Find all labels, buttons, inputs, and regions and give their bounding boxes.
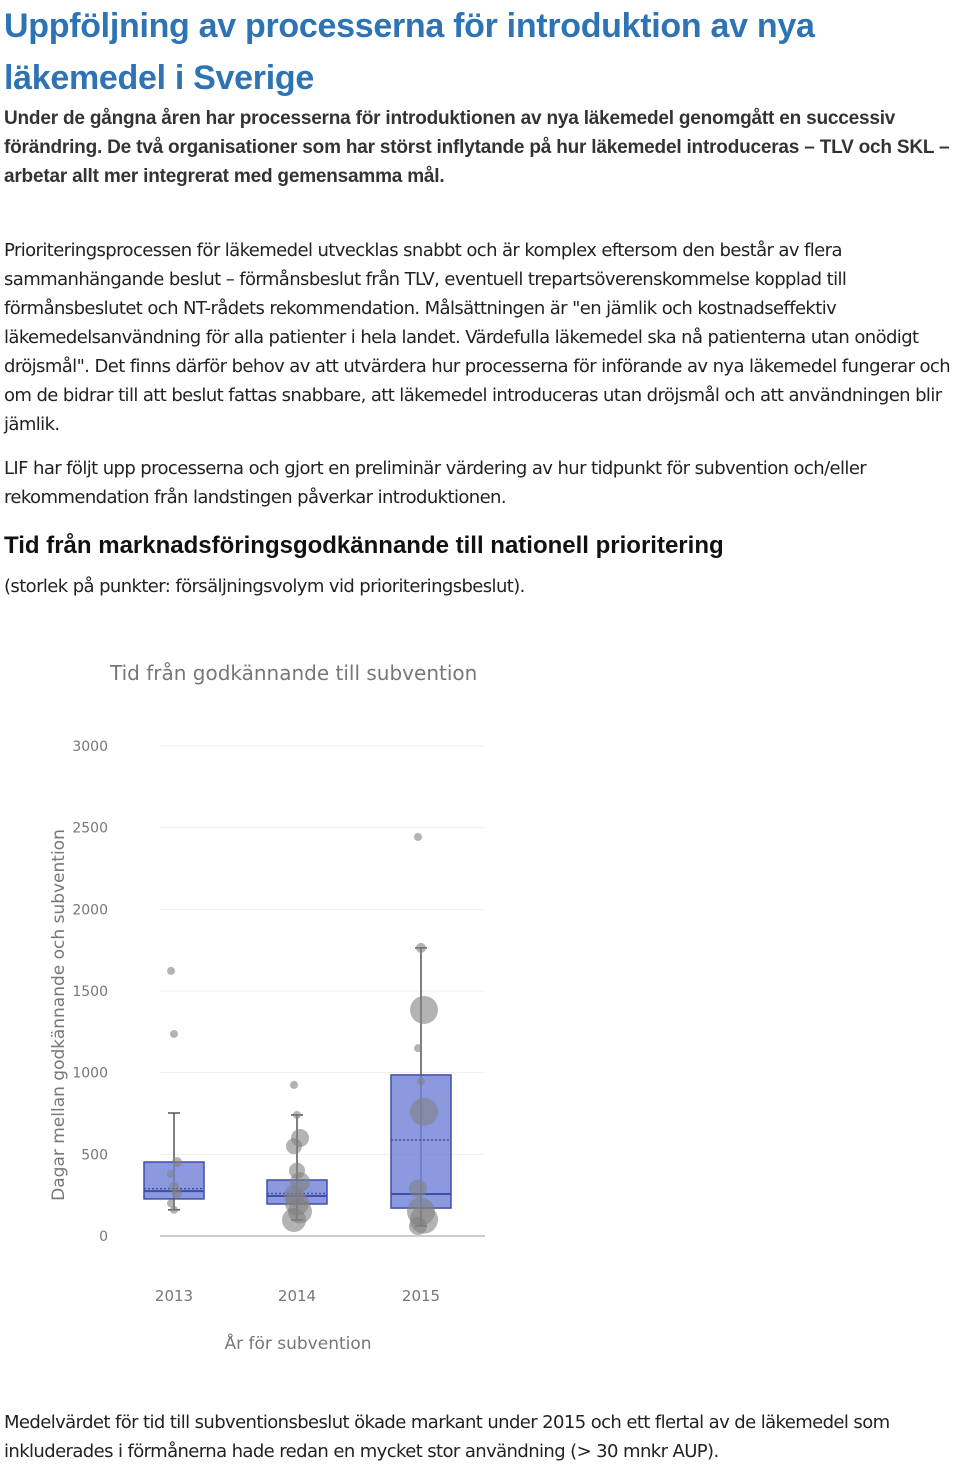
point: [414, 1044, 422, 1053]
x-axis-title: År för subvention: [224, 1332, 371, 1354]
paragraph: LIF har följt upp processerna och gjort …: [4, 458, 867, 508]
chart-title: Tid från godkännande till subvention: [109, 661, 477, 685]
point: [286, 1138, 302, 1155]
point: [409, 1179, 427, 1198]
point: [410, 1097, 438, 1126]
point: [172, 1188, 182, 1199]
point: [282, 1207, 306, 1232]
point: [170, 1205, 178, 1214]
note: (storlek på punkter: försäljningsvolym v…: [4, 576, 525, 597]
point: [410, 995, 438, 1024]
point: [409, 1217, 427, 1236]
y-tick-label: 1000: [72, 1066, 108, 1082]
y-tick-label: 3000: [72, 739, 108, 755]
paragraph: Prioriteringsprocessen för läkemedel utv…: [4, 240, 951, 435]
point: [417, 1077, 425, 1086]
point: [414, 832, 422, 841]
y-tick-label: 0: [99, 1229, 108, 1245]
y-tick-label: 2000: [72, 902, 108, 918]
footer-paragraph: Medelvärdet för tid till subventionsbesl…: [4, 1412, 890, 1462]
y-axis-title: Dagar mellan godkännande och subvention: [49, 829, 69, 1201]
y-tick-label: 2500: [72, 821, 108, 837]
point: [290, 1080, 298, 1089]
x-tick-label: 2014: [278, 1287, 316, 1305]
point: [167, 1169, 175, 1178]
point: [172, 1157, 182, 1168]
lead: Under de gångna åren har processerna för…: [4, 108, 950, 187]
x-tick-label: 2013: [155, 1287, 193, 1305]
point: [293, 1110, 301, 1119]
chart: Tid från godkännande till subvention År …: [49, 661, 485, 1354]
y-tick-label: 500: [81, 1147, 108, 1163]
point: [170, 1029, 178, 1038]
point: [167, 966, 175, 975]
point: [167, 1199, 175, 1208]
x-tick-label: 2015: [402, 1287, 440, 1305]
section-heading: Tid från marknadsföringsgodkännande till…: [4, 532, 724, 559]
y-tick-label: 1500: [72, 984, 108, 1000]
title: Uppföljning av processerna för introdukt…: [4, 7, 815, 97]
point: [416, 942, 426, 953]
